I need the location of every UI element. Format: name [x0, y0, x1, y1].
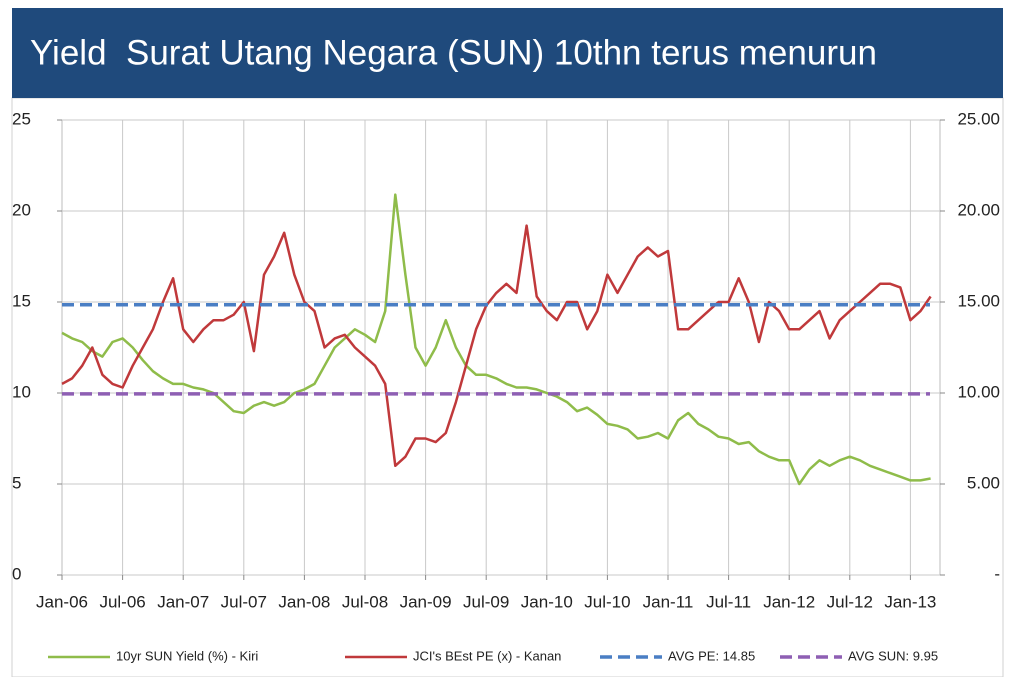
y-tick-label: 25 [12, 109, 31, 128]
x-tick-label: Jul-07 [221, 592, 267, 611]
x-tick-label: Jul-09 [463, 592, 509, 611]
legend-label: 10yr SUN Yield (%) - Kiri [116, 648, 258, 663]
x-tick-label: Jul-06 [99, 592, 145, 611]
y2-tick-label: 10.00 [957, 382, 1000, 401]
y-tick-label: 20 [12, 200, 31, 219]
y2-tick-label: - [994, 564, 1000, 583]
legend-label: AVG SUN: 9.95 [848, 648, 938, 663]
x-tick-label: Jan-07 [157, 592, 209, 611]
x-tick-label: Jan-06 [36, 592, 88, 611]
y2-tick-label: 15.00 [957, 291, 1000, 310]
legend-label: AVG PE: 14.85 [668, 648, 755, 663]
x-tick-label: Jul-12 [827, 592, 873, 611]
chart-title: Yield Surat Utang Negara (SUN) 10thn ter… [30, 33, 877, 72]
x-tick-label: Jan-09 [400, 592, 452, 611]
x-tick-label: Jan-08 [278, 592, 330, 611]
data-line [61, 224, 932, 468]
y-tick-label: 15 [12, 291, 31, 310]
y2-tick-label: 25.00 [957, 109, 1000, 128]
x-tick-label: Jul-08 [342, 592, 388, 611]
legend-label: JCI's BEst PE (x) - Kanan [413, 648, 561, 663]
chart-frame [11, 97, 1004, 678]
x-tick-label: Jan-11 [643, 592, 694, 611]
x-tick-label: Jan-12 [763, 592, 815, 611]
title-bar [12, 8, 1003, 98]
y2-tick-label: 5.00 [967, 473, 1000, 492]
x-tick-label: Jan-10 [521, 592, 573, 611]
x-tick-label: Jan-13 [884, 592, 936, 611]
x-tick-label: Jul-10 [584, 592, 630, 611]
y-tick-label: 10 [12, 382, 31, 401]
data-line [61, 193, 931, 486]
y-tick-label: 0 [12, 564, 21, 583]
x-tick-label: Jul-11 [706, 592, 751, 611]
y2-tick-label: 20.00 [957, 200, 1000, 219]
y-tick-label: 5 [12, 473, 21, 492]
